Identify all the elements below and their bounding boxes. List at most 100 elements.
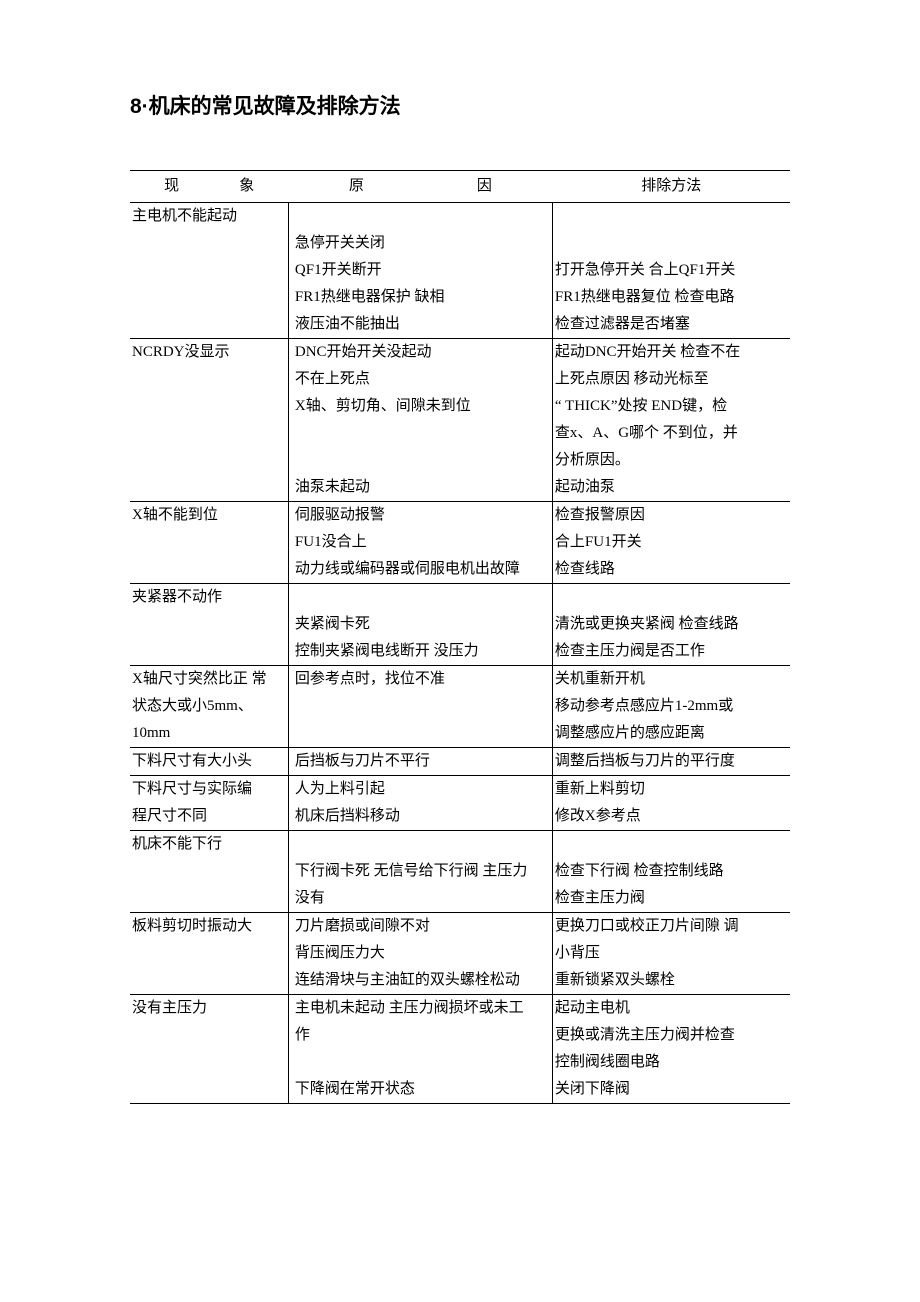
cell-line: 伺服驱动报警 [295,502,550,529]
cell-line: 没有 [295,885,550,912]
cause-cell: DNC开始开关没起动不在上死点X轴、剪切角、间隙未到位 油泵未起动 [288,339,552,502]
cell-line: 作 [295,1022,550,1049]
cause-cell: 回参考点时，找位不准 [288,666,552,748]
cause-cell: 急停开关关闭QF1开关断开FR1热继电器保护 缺相液压油不能抽出 [288,203,552,339]
cell-line: 背压阀压力大 [295,940,550,967]
cause-cell: 下行阀卡死 无信号给下行阀 主压力没有 [288,831,552,913]
cell-line: 程尺寸不同 [132,803,286,830]
cell-line: DNC开始开关没起动 [295,339,550,366]
table-row: X轴尺寸突然比正 常状态大或小5mm、10mm 回参考点时，找位不准关机重新开机移… [130,666,790,748]
cell-line [555,831,788,858]
cell-line: 检查报警原因 [555,502,788,529]
cell-line: 起动油泵 [555,474,788,501]
table-row: 主电机不能起动 急停开关关闭QF1开关断开FR1热继电器保护 缺相液压油不能抽出… [130,203,790,339]
solution-cell: 更换刀口或校正刀片间隙 调小背压重新锁紧双头螺栓 [552,913,790,995]
cell-line: QF1开关断开 [295,257,550,284]
cell-line: 不在上死点 [295,366,550,393]
cell-line: 修改X参考点 [555,803,788,830]
cell-line: 状态大或小5mm、 [132,693,286,720]
cell-line: FR1热继电器复位 检查电路 [555,284,788,311]
cell-line: FR1热继电器保护 缺相 [295,284,550,311]
cell-line: 上死点原因 移动光标至 [555,366,788,393]
cell-line: 控制夹紧阀电线断开 没压力 [295,638,550,665]
cell-line: 检查线路 [555,556,788,583]
cell-line [555,230,788,257]
cell-line: 液压油不能抽出 [295,311,550,338]
cell-line: 下行阀卡死 无信号给下行阀 主压力 [295,858,550,885]
symptom-cell: 主电机不能起动 [130,203,288,339]
solution-cell: 检查报警原因合上FU1开关检查线路 [552,502,790,584]
cell-line: 关机重新开机 [555,666,788,693]
cause-cell: 刀片磨损或间隙不对背压阀压力大连结滑块与主油缸的双头螺栓松动 [288,913,552,995]
cell-line: 分析原因。 [555,447,788,474]
cell-line: 连结滑块与主油缸的双头螺栓松动 [295,967,550,994]
solution-cell: 关机重新开机移动参考点感应片1-2mm或调整感应片的感应距离 [552,666,790,748]
header-cause: 原因 [288,171,552,203]
cause-cell: 伺服驱动报警FU1没合上动力线或编码器或伺服电机出故障 [288,502,552,584]
cell-line [295,420,550,447]
cell-line: 板料剪切时振动大 [132,913,286,940]
solution-cell: 重新上料剪切修改X参考点 [552,776,790,831]
cell-line: 机床后挡料移动 [295,803,550,830]
cell-line [295,1049,550,1076]
solution-cell: 打开急停开关 合上QF1开关FR1热继电器复位 检查电路检查过滤器是否堵塞 [552,203,790,339]
cell-line: 下料尺寸与实际编 [132,776,286,803]
cell-line: 合上FU1开关 [555,529,788,556]
cell-line: 调整后挡板与刀片的平行度 [555,748,788,775]
cell-line: 检查过滤器是否堵塞 [555,311,788,338]
cell-line: 10mm [132,720,286,747]
cell-line: 回参考点时，找位不准 [295,666,550,693]
cell-line: 动力线或编码器或伺服电机出故障 [295,556,550,583]
symptom-cell: 夹紧器不动作 [130,584,288,666]
cell-line: 移动参考点感应片1-2mm或 [555,693,788,720]
cell-line [555,584,788,611]
cause-cell: 人为上料引起机床后挡料移动 [288,776,552,831]
header-symptom: 现象 [130,171,288,203]
solution-cell: 检查下行阀 检查控制线路检查主压力阀 [552,831,790,913]
table-row: NCRDY没显示DNC开始开关没起动不在上死点X轴、剪切角、间隙未到位 油泵未起… [130,339,790,502]
cell-line: 油泵未起动 [295,474,550,501]
cell-line: 检查主压力阀 [555,885,788,912]
cell-line: 主电机未起动 主压力阀损坏或未工 [295,995,550,1022]
cause-cell: 后挡板与刀片不平行 [288,748,552,776]
cell-line: 打开急停开关 合上QF1开关 [555,257,788,284]
table-row: 夹紧器不动作 夹紧阀卡死控制夹紧阀电线断开 没压力 清洗或更换夹紧阀 检查线路检… [130,584,790,666]
symptom-cell: NCRDY没显示 [130,339,288,502]
solution-cell: 起动主电机更换或清洗主压力阀并检查控制阀线圈电路关闭下降阀 [552,995,790,1104]
header-solution: 排除方法 [552,171,790,203]
cell-line: 更换刀口或校正刀片间隙 调 [555,913,788,940]
cell-line: 调整感应片的感应距离 [555,720,788,747]
table-row: X轴不能到位伺服驱动报警FU1没合上动力线或编码器或伺服电机出故障检查报警原因合… [130,502,790,584]
cell-line: “ THICK”处按 END键，检 [555,393,788,420]
table-row: 板料剪切时振动大刀片磨损或间隙不对背压阀压力大连结滑块与主油缸的双头螺栓松动更换… [130,913,790,995]
table-row: 下料尺寸与实际编程尺寸不同人为上料引起机床后挡料移动重新上料剪切修改X参考点 [130,776,790,831]
cell-line: 起动主电机 [555,995,788,1022]
cause-cell: 夹紧阀卡死控制夹紧阀电线断开 没压力 [288,584,552,666]
cell-line [295,447,550,474]
cell-line: 起动DNC开始开关 检查不在 [555,339,788,366]
cell-line: 查x、A、G哪个 不到位，并 [555,420,788,447]
cell-line [295,203,550,230]
cell-line: X轴、剪切角、间隙未到位 [295,393,550,420]
symptom-cell: 下料尺寸与实际编程尺寸不同 [130,776,288,831]
table-header-row: 现象 原因 排除方法 [130,171,790,203]
symptom-cell: 下料尺寸有大小头 [130,748,288,776]
table-row: 没有主压力主电机未起动 主压力阀损坏或未工作 下降阀在常开状态起动主电机更换或清… [130,995,790,1104]
fault-table: 现象 原因 排除方法 主电机不能起动 急停开关关闭QF1开关断开FR1热继电器保… [130,170,790,1104]
cell-line: FU1没合上 [295,529,550,556]
cell-line [295,584,550,611]
solution-cell: 清洗或更换夹紧阀 检查线路检查主压力阀是否工作 [552,584,790,666]
cell-line: 下料尺寸有大小头 [132,748,286,775]
cell-line: 检查下行阀 检查控制线路 [555,858,788,885]
cell-line: 人为上料引起 [295,776,550,803]
table-row: 机床不能下行 下行阀卡死 无信号给下行阀 主压力没有 检查下行阀 检查控制线路检… [130,831,790,913]
cause-cell: 主电机未起动 主压力阀损坏或未工作 下降阀在常开状态 [288,995,552,1104]
cell-line: 重新锁紧双头螺栓 [555,967,788,994]
symptom-cell: X轴尺寸突然比正 常状态大或小5mm、10mm [130,666,288,748]
cell-line: 小背压 [555,940,788,967]
cell-line: 夹紧器不动作 [132,584,286,611]
cell-line [295,831,550,858]
symptom-cell: 机床不能下行 [130,831,288,913]
cell-line: 急停开关关闭 [295,230,550,257]
cell-line: 后挡板与刀片不平行 [295,748,550,775]
